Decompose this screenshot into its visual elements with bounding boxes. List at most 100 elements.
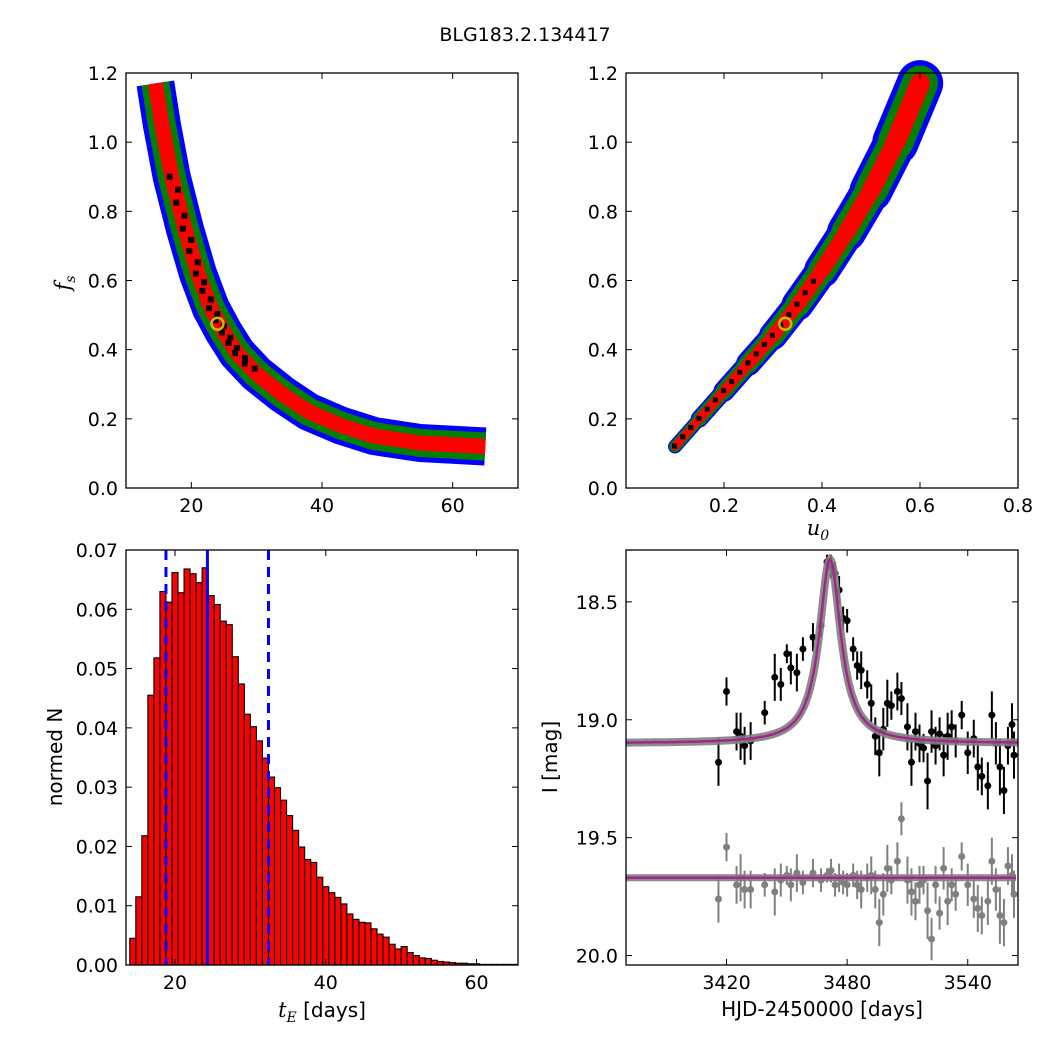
reference-data-point bbox=[771, 888, 779, 896]
reference-data-point bbox=[843, 881, 851, 889]
tr-xlabel: u0 bbox=[807, 516, 830, 544]
reference-data-point bbox=[936, 909, 944, 917]
bl-ytick-label: 0.07 bbox=[76, 540, 118, 562]
main-data-point bbox=[1010, 751, 1018, 759]
tl-best-cell bbox=[181, 212, 188, 219]
hist-bar bbox=[135, 896, 143, 966]
hist-bar bbox=[249, 726, 257, 966]
reference-data-point bbox=[988, 857, 996, 865]
reference-data-point bbox=[853, 881, 861, 889]
hist-bar bbox=[225, 624, 233, 966]
tl-ylabel-sub: s bbox=[63, 276, 79, 283]
panel-fs-vs-te: 20 40 60 0.0 0.2 0.4 0.6 0.8 1.0 1.2 fs bbox=[51, 63, 519, 517]
hist-bar bbox=[346, 913, 354, 966]
reference-data-point bbox=[907, 888, 915, 896]
br-plot-area bbox=[626, 553, 1018, 961]
reference-data-point bbox=[1000, 919, 1008, 927]
main-data-point bbox=[974, 763, 982, 771]
tl-best-cell bbox=[225, 339, 232, 346]
hist-bar bbox=[418, 957, 426, 966]
hist-bar bbox=[334, 896, 342, 966]
reference-data-point bbox=[928, 935, 936, 943]
bl-xlabel-rest: [days] bbox=[297, 998, 366, 1022]
reference-data-point bbox=[741, 886, 749, 894]
hist-bar bbox=[183, 568, 191, 966]
tl-ytick-label: 0.0 bbox=[88, 478, 118, 500]
reference-data-point bbox=[992, 886, 1000, 894]
bl-ytick-label: 0.01 bbox=[76, 896, 118, 918]
bl-ytick-label: 0.00 bbox=[76, 955, 118, 977]
br-xtick-label: 3540 bbox=[944, 972, 992, 994]
main-data-point bbox=[907, 758, 915, 766]
tr-best-cell bbox=[802, 290, 808, 296]
main-data-point bbox=[893, 687, 901, 695]
br-xtick-label: 3420 bbox=[702, 972, 750, 994]
main-data-point bbox=[984, 782, 992, 790]
main-data-point bbox=[733, 728, 741, 736]
main-data-point bbox=[911, 728, 919, 736]
reference-data-point bbox=[893, 857, 901, 865]
reference-data-point bbox=[944, 897, 952, 905]
hist-bar bbox=[328, 892, 336, 966]
br-ytick-label: 20.0 bbox=[576, 946, 618, 968]
tr-best-cell bbox=[745, 360, 751, 366]
hist-bar bbox=[322, 886, 330, 966]
tr-conf-region-1sigma bbox=[671, 414, 704, 451]
reference-data-point bbox=[970, 895, 978, 903]
reference-data-point bbox=[827, 867, 835, 875]
main-data-point bbox=[903, 723, 911, 731]
tr-best-cell bbox=[794, 301, 800, 307]
tr-xtick-label: 0.6 bbox=[905, 495, 935, 517]
tr-conf-region-1sigma bbox=[694, 386, 729, 424]
main-data-point bbox=[793, 669, 801, 677]
reference-data-point bbox=[787, 881, 795, 889]
hist-bar bbox=[358, 921, 366, 966]
tl-ytick-label: 0.6 bbox=[88, 271, 118, 293]
hist-bar bbox=[430, 959, 438, 966]
hist-bar bbox=[147, 694, 155, 966]
tl-best-cell bbox=[233, 344, 240, 351]
hist-bar bbox=[340, 903, 348, 966]
reference-data-point bbox=[958, 853, 966, 861]
tl-best-cell bbox=[219, 329, 225, 336]
reference-data-point bbox=[915, 881, 923, 889]
model-curve bbox=[626, 557, 1018, 744]
tl-xtick-label: 60 bbox=[441, 495, 465, 517]
br-inner bbox=[626, 553, 1018, 961]
bl-xlabel: tE [days] bbox=[278, 998, 366, 1026]
main-data-point bbox=[996, 763, 1004, 771]
main-data-point bbox=[920, 744, 928, 752]
hist-bar bbox=[400, 946, 408, 966]
tr-best-cell bbox=[721, 388, 726, 394]
main-data-point bbox=[928, 728, 936, 736]
tr-best-cell bbox=[704, 406, 710, 412]
main-data-point bbox=[936, 730, 944, 738]
main-data-point bbox=[853, 662, 861, 670]
bl-xlabel-sub: E bbox=[286, 1010, 297, 1026]
bl-ytick-label: 0.06 bbox=[76, 599, 118, 621]
bl-ytick-label: 0.04 bbox=[76, 718, 118, 740]
tl-ytick-label: 1.0 bbox=[88, 132, 118, 154]
hist-bar bbox=[207, 595, 215, 966]
main-data-point bbox=[958, 711, 966, 719]
tr-best-cell bbox=[680, 434, 686, 440]
tl-best-cell bbox=[175, 186, 181, 193]
main-data-point bbox=[714, 758, 722, 766]
tl-conf-region-2sigma bbox=[141, 81, 487, 461]
hist-bar bbox=[406, 951, 414, 966]
hist-bar bbox=[310, 861, 318, 966]
hist-bar bbox=[382, 936, 390, 966]
main-data-point bbox=[875, 749, 883, 757]
tl-best-cell bbox=[205, 305, 212, 312]
hist-bar bbox=[195, 582, 203, 966]
br-ticks: 3420 3480 3540 18.5 19.0 19.5 20.0 bbox=[576, 550, 1018, 994]
tl-best-cell bbox=[212, 317, 219, 324]
main-data-point bbox=[857, 666, 865, 674]
hist-bar bbox=[153, 657, 161, 966]
br-xtick-label: 3480 bbox=[823, 972, 871, 994]
main-data-point bbox=[978, 772, 986, 780]
hist-bar bbox=[279, 799, 288, 966]
hist-bar bbox=[376, 933, 384, 966]
tr-best-fit-marker bbox=[778, 316, 793, 331]
main-data-point bbox=[897, 695, 905, 703]
